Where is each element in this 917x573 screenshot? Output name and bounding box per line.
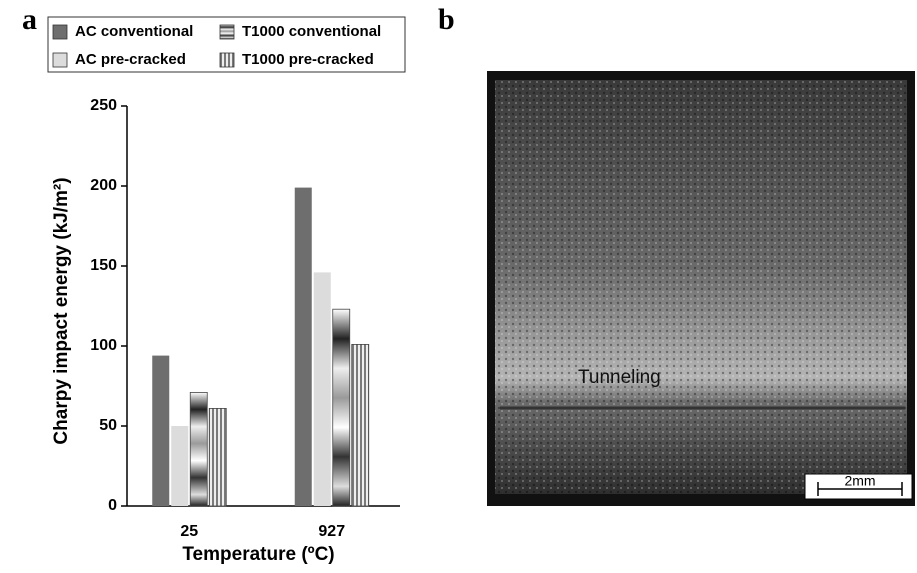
bar (332, 308, 351, 507)
photo-texture (495, 80, 907, 494)
legend-swatch (52, 52, 68, 68)
scale-bar-box (804, 473, 913, 500)
y-tick-label: 50 (99, 417, 117, 434)
annotation: Tunneling (578, 367, 661, 388)
legend-swatch (219, 52, 235, 68)
legend-label: AC pre-cracked (75, 51, 186, 68)
bar (171, 426, 189, 506)
legend-label: AC conventional (75, 23, 193, 40)
photo: Tunneling 2mm (487, 71, 915, 506)
y-tick-label: 100 (90, 337, 117, 354)
legend-label: T1000 pre-cracked (242, 51, 374, 68)
bar (294, 187, 312, 506)
y-axis-label: Charpy impact energy (kJ/m²) (51, 177, 72, 444)
y-tick-label: 200 (90, 177, 117, 194)
y-tick-label: 250 (90, 97, 117, 114)
x-tick-label: 927 (318, 523, 345, 540)
legend-swatch (219, 24, 235, 40)
bar (189, 391, 208, 507)
y-tick-label: 150 (90, 257, 117, 274)
scale-bar-label: 2mm (844, 473, 875, 489)
y-tick-label: 0 (108, 497, 117, 514)
legend-label: T1000 conventional (242, 23, 381, 40)
panel-label: b (438, 3, 455, 36)
bar (351, 343, 370, 507)
x-axis-label: Temperature (ºC) (182, 544, 334, 565)
x-tick-label: 25 (180, 523, 198, 540)
bar (152, 355, 170, 506)
bar (208, 407, 227, 507)
legend-swatch (52, 24, 68, 40)
bar (313, 272, 331, 506)
panel-label: a (22, 3, 37, 36)
